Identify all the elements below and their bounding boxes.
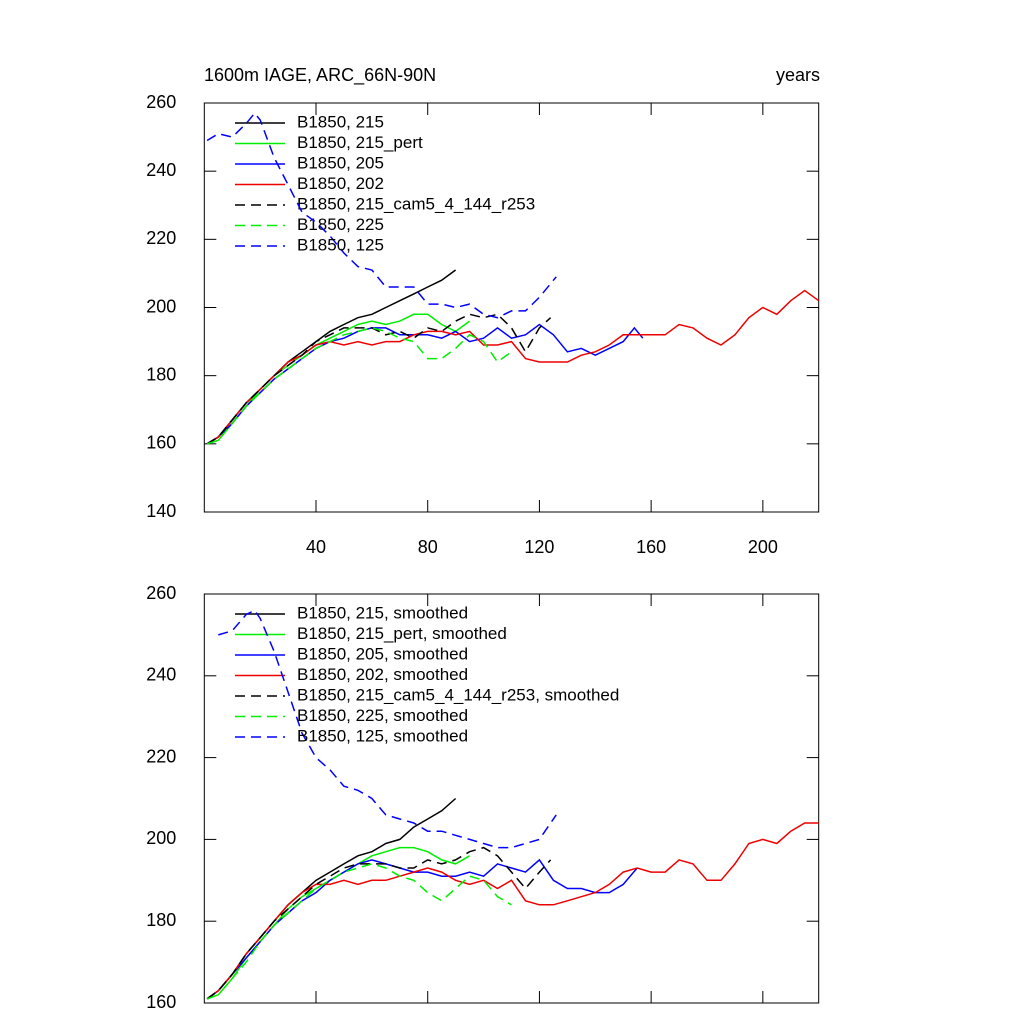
legend-label: B1850, 205 [297, 153, 384, 172]
series-line [206, 846, 470, 1000]
legend-label: B1850, 225, smoothed [297, 706, 468, 725]
y-tick-label: 180 [146, 910, 176, 930]
series-line [206, 858, 638, 1000]
series-line [206, 323, 644, 445]
series-line [206, 313, 552, 445]
chart-title: 1600m IAGE, ARC_66N-90N [204, 65, 436, 86]
x-tick-label: 80 [418, 537, 438, 557]
y-tick-label: 160 [146, 992, 176, 1012]
legend-label: B1850, 215, smoothed [297, 603, 468, 622]
legend-label: B1850, 125 [297, 235, 384, 254]
legend-label: B1850, 125, smoothed [297, 726, 468, 745]
plot-frame [203, 593, 820, 1004]
legend-label: B1850, 215 [297, 112, 384, 131]
legend-label: B1850, 215_cam5_4_144_r253 [297, 194, 535, 213]
series-line [206, 327, 512, 445]
legend-label: B1850, 225 [297, 215, 384, 234]
y-tick-label: 180 [146, 364, 176, 384]
y-tick-label: 240 [146, 665, 176, 685]
y-tick-label: 160 [146, 433, 176, 453]
legend-label: B1850, 215_cam5_4_144_r253, smoothed [297, 685, 619, 704]
y-tick-label: 240 [146, 160, 176, 180]
y-tick-label: 200 [146, 828, 176, 848]
legend-label: B1850, 202, smoothed [297, 665, 468, 684]
series-line [206, 112, 557, 319]
legend-label: B1850, 215_pert [297, 133, 423, 152]
series-line [206, 797, 457, 1000]
series-line [206, 822, 819, 1000]
x-tick-label: 120 [524, 537, 554, 557]
legend-label: B1850, 202 [297, 174, 384, 193]
y-tick-label: 260 [146, 92, 176, 112]
series-line [206, 289, 820, 445]
series-line [206, 863, 512, 1000]
series-line [206, 846, 552, 1000]
x-tick-label: 40 [306, 537, 326, 557]
y-tick-label: 200 [146, 296, 176, 316]
y-tick-label: 220 [146, 746, 176, 766]
right-title: years [776, 65, 820, 85]
series-line [206, 313, 471, 445]
x-tick-label: 160 [636, 537, 666, 557]
x-tick-label: 200 [748, 537, 778, 557]
series-line [206, 269, 457, 445]
y-tick-label: 140 [146, 501, 176, 521]
y-tick-label: 260 [146, 583, 176, 603]
legend-label: B1850, 205, smoothed [297, 644, 468, 663]
legend-label: B1850, 215_pert, smoothed [297, 624, 507, 643]
y-tick-label: 220 [146, 228, 176, 248]
